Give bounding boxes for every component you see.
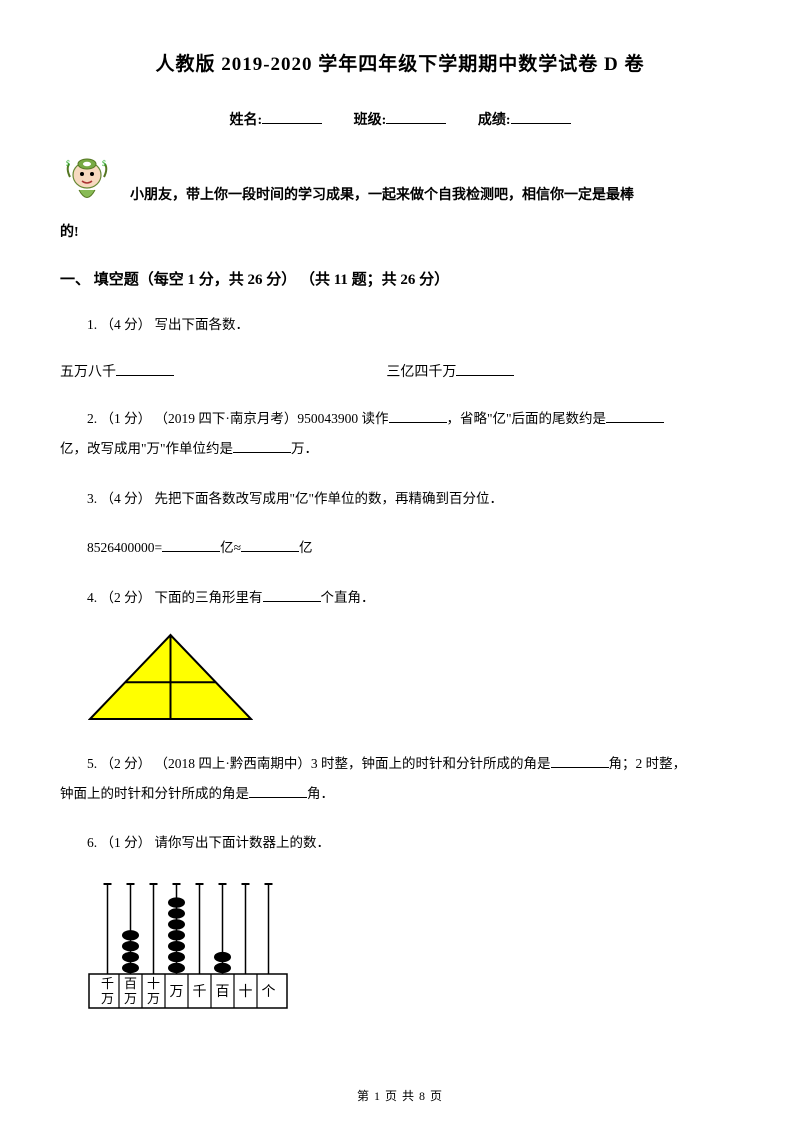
score-blank[interactable]: [511, 108, 571, 124]
question-2: 2. （1 分） （2019 四下·南京月考）950043900 读作 ，省略"亿…: [60, 404, 740, 463]
q5-part3: 钟面上的时针和分针所成的角是: [60, 786, 249, 801]
class-blank[interactable]: [386, 108, 446, 124]
svg-text:万: 万: [124, 991, 137, 1006]
question-5: 5. （2 分） （2018 四上·黔西南期中）3 时整，钟面上的时针和分针所成…: [60, 749, 740, 808]
q2-part2: ，省略"亿"后面的尾数约是: [447, 411, 607, 426]
q3-expr-c: 亿: [299, 540, 313, 555]
svg-text:十: 十: [147, 976, 160, 991]
q5-part2: 角；2 时整，: [609, 756, 687, 771]
q3-blank-2[interactable]: [241, 536, 299, 552]
question-3: 3. （4 分） 先把下面各数改写成用"亿"作单位的数，再精确到百分位．: [60, 484, 740, 514]
abacus-figure: 千万百万十万万千百十个: [88, 878, 740, 1018]
q1-label-a: 五万八千: [60, 365, 116, 380]
q1-label-b: 三亿四千万: [386, 365, 456, 380]
svg-text:百: 百: [216, 984, 230, 1000]
question-1: 1. （4 分） 写出下面各数．: [60, 310, 740, 340]
page-footer: 第 1 页 共 8 页: [0, 1087, 800, 1106]
triangle-figure: [88, 633, 740, 729]
q2-blank-2[interactable]: [606, 407, 664, 423]
svg-text:百: 百: [124, 976, 137, 991]
question-6: 6. （1 分） 请你写出下面计数器上的数．: [60, 828, 740, 858]
q4-part1: 4. （2 分） 下面的三角形里有: [87, 590, 263, 605]
svg-text:个: 个: [262, 984, 276, 1000]
class-label: 班级:: [354, 113, 387, 128]
name-label: 姓名:: [229, 113, 262, 128]
mascot-icon: $ $: [62, 157, 112, 212]
student-info-line: 姓名: 班级: 成绩:: [60, 108, 740, 132]
score-label: 成绩:: [478, 113, 511, 128]
intro-row: $ $ 小朋友，带上你一段时间的学习成果，一起来做个自我检测吧，相信你一定是最棒: [60, 157, 740, 212]
section-1-heading: 一、 填空题（每空 1 分，共 26 分） （共 11 题；共 26 分）: [60, 268, 740, 292]
q5-part1: 5. （2 分） （2018 四上·黔西南期中）3 时整，钟面上的时针和分针所成…: [87, 756, 551, 771]
svg-text:千: 千: [193, 984, 207, 1000]
question-3-expr: 8526400000= 亿≈ 亿: [60, 533, 740, 563]
q4-part2: 个直角．: [321, 590, 375, 605]
q2-blank-1[interactable]: [389, 407, 447, 423]
svg-text:万: 万: [170, 985, 184, 1000]
q3-blank-1[interactable]: [162, 536, 220, 552]
question-1-answers: 五万八千 三亿四千万: [60, 360, 740, 384]
q1-blank-b[interactable]: [456, 360, 514, 376]
question-4: 4. （2 分） 下面的三角形里有 个直角．: [60, 583, 740, 613]
q3-expr-a: 8526400000=: [87, 540, 162, 555]
intro-text-line1: 小朋友，带上你一段时间的学习成果，一起来做个自我检测吧，相信你一定是最棒: [130, 181, 740, 212]
triangle-svg: [88, 633, 253, 721]
svg-text:千: 千: [101, 976, 114, 991]
svg-text:十: 十: [239, 984, 253, 1000]
q5-blank-2[interactable]: [249, 782, 307, 798]
q5-part4: 角．: [307, 786, 334, 801]
svg-text:万: 万: [147, 991, 160, 1006]
q2-blank-3[interactable]: [233, 437, 291, 453]
q5-blank-1[interactable]: [551, 752, 609, 768]
q2-part4: 万．: [291, 441, 318, 456]
svg-text:万: 万: [101, 991, 114, 1006]
q3-expr-b: 亿≈: [220, 540, 241, 555]
q2-part1: 2. （1 分） （2019 四下·南京月考）950043900 读作: [87, 411, 389, 426]
q1-blank-a[interactable]: [116, 360, 174, 376]
intro-text-line2: 的!: [60, 222, 740, 244]
svg-text:$: $: [102, 159, 106, 168]
svg-text:$: $: [66, 159, 70, 168]
q4-blank[interactable]: [263, 586, 321, 602]
page-title: 人教版 2019-2020 学年四年级下学期期中数学试卷 D 卷: [60, 50, 740, 80]
name-blank[interactable]: [262, 108, 322, 124]
q2-part3: 亿，改写成用"万"作单位约是: [60, 441, 233, 456]
abacus-svg: 千万百万十万万千百十个: [88, 878, 288, 1010]
